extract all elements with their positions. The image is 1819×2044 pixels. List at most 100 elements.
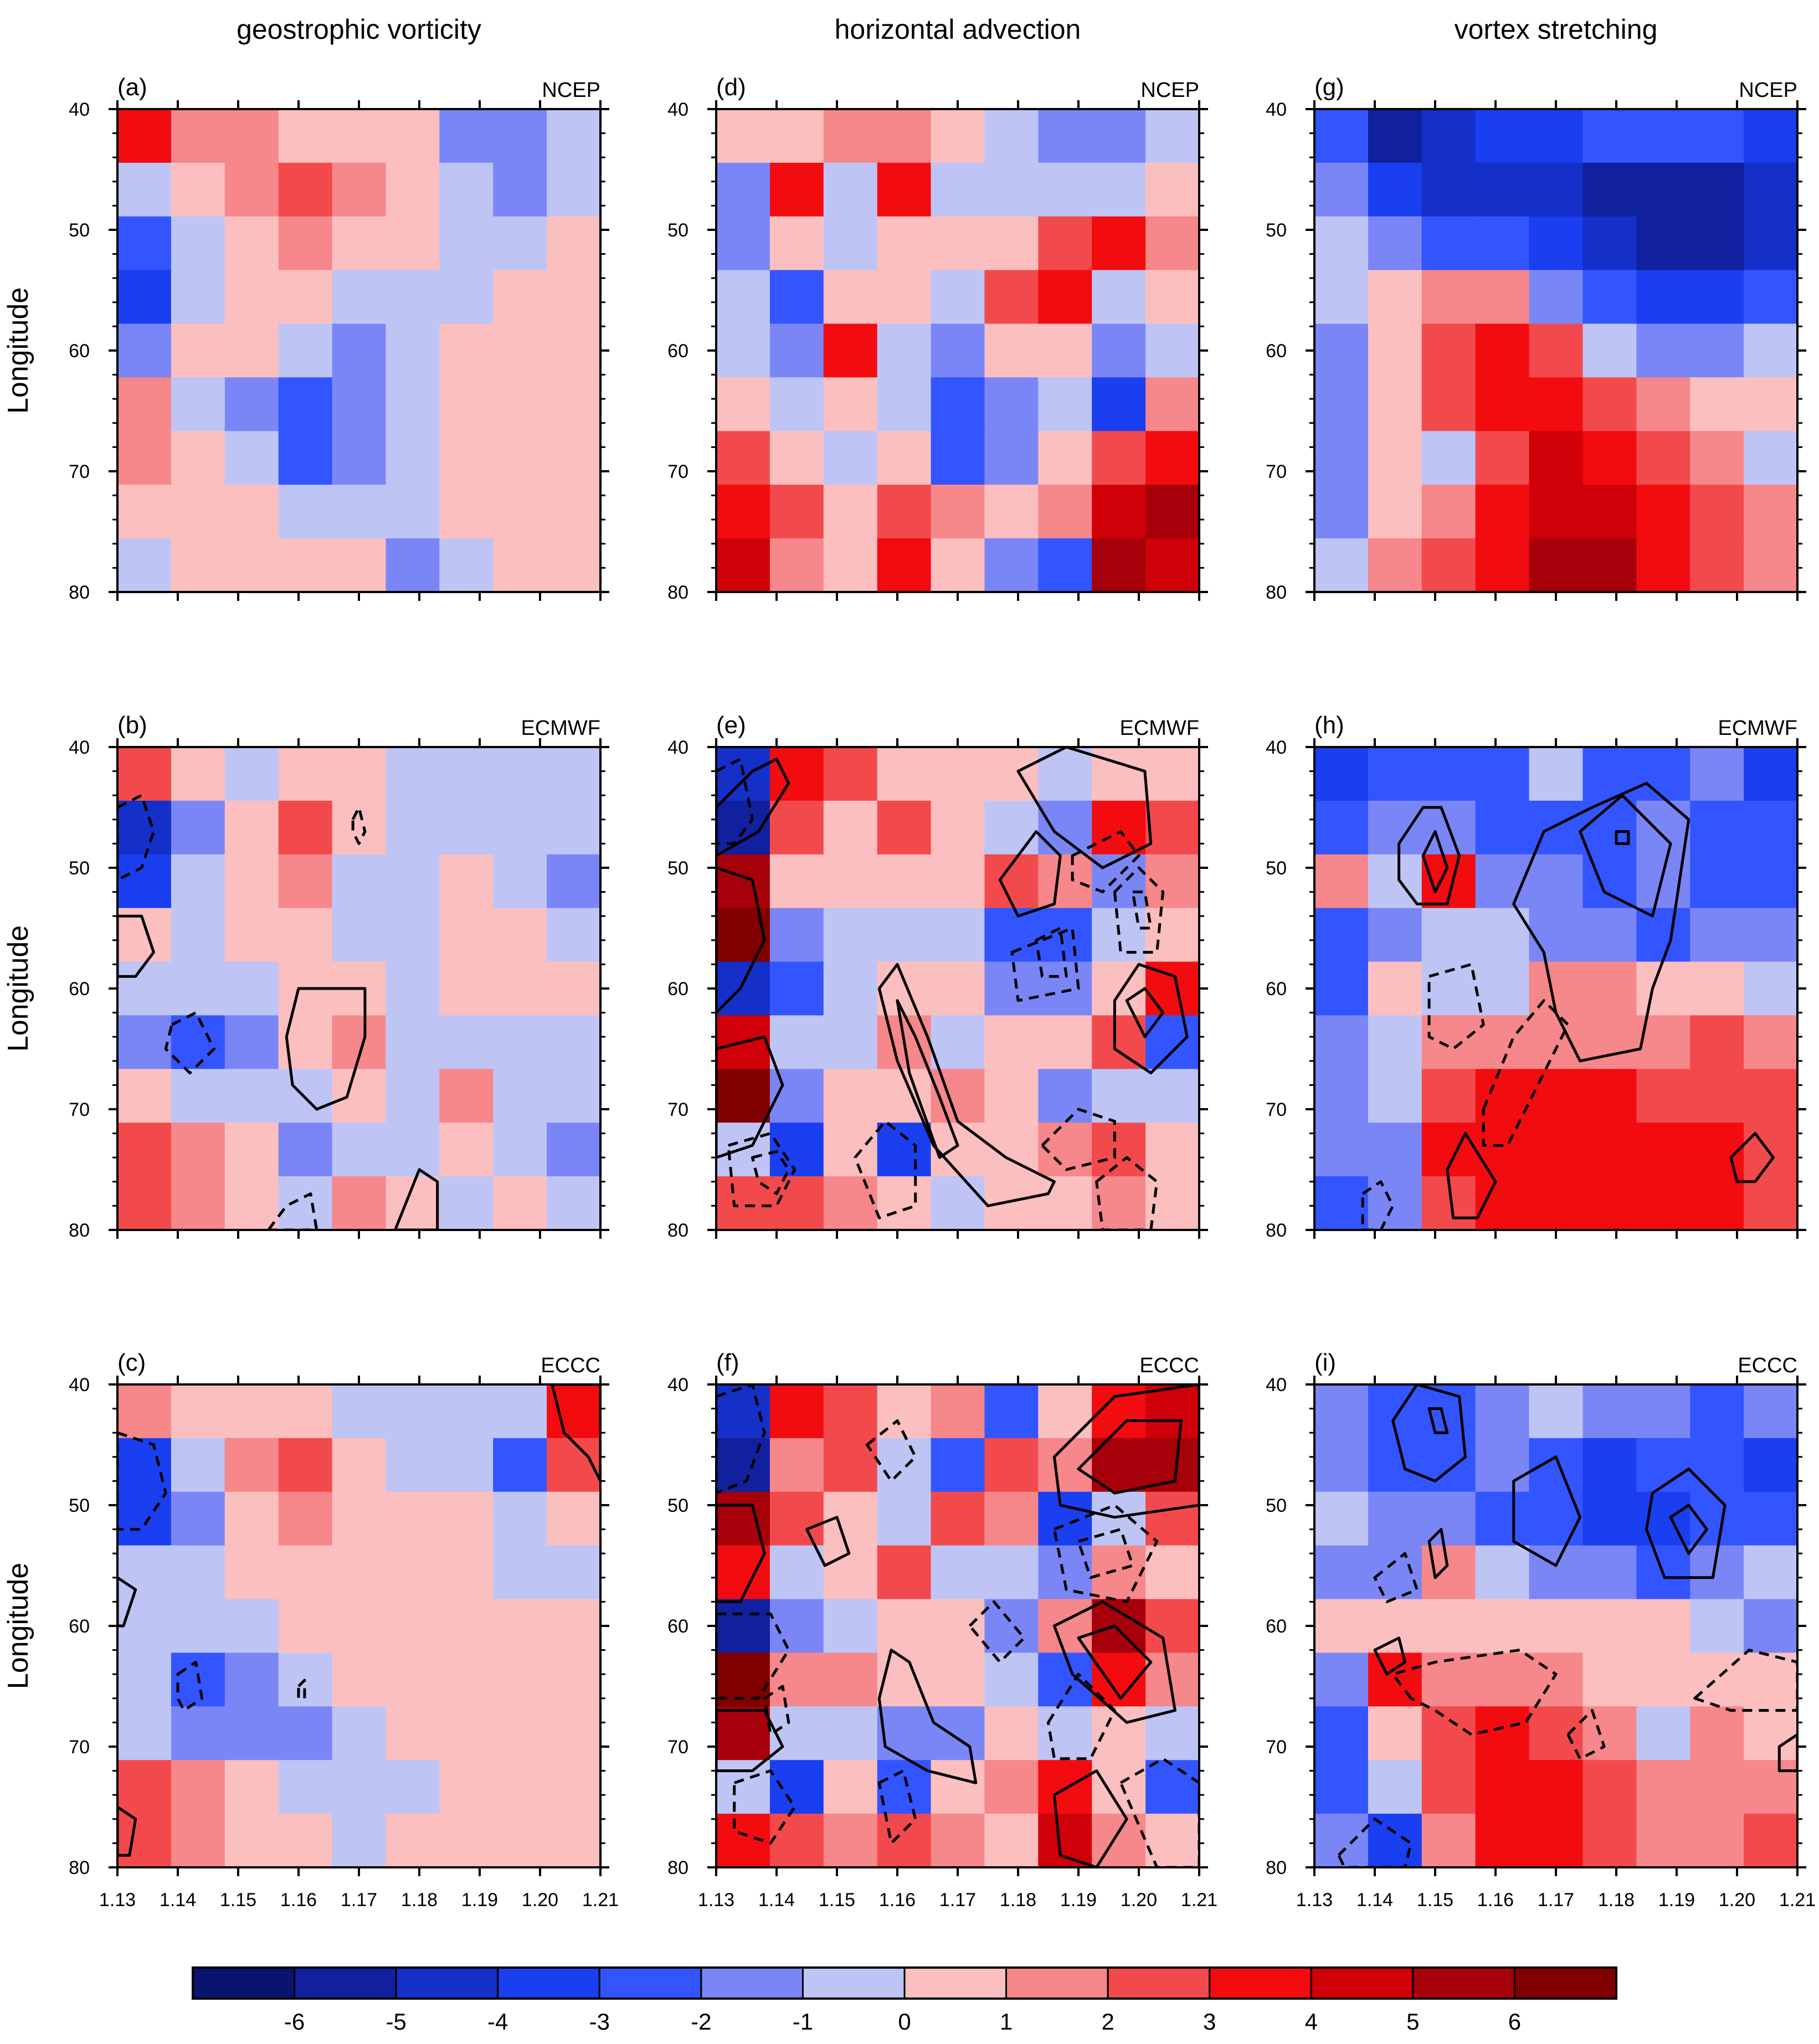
colorbar-swatch: [700, 1966, 804, 2000]
field-cell: [1475, 538, 1530, 592]
field-cell: [171, 1069, 225, 1124]
colorbar-tick-label: -1: [793, 2009, 813, 2035]
field-cell: [117, 431, 172, 486]
field-cell: [332, 854, 387, 909]
field-cell: [1368, 1599, 1422, 1654]
panels: 40 50 60 70 80 (a) NCEP Longitude 40 50 60 70 80 (b) E…: [2, 74, 1816, 1911]
field-cell: [439, 1652, 494, 1707]
field-cell: [1421, 1760, 1476, 1814]
field-cell: [1744, 1599, 1797, 1654]
colorbar-tick-label: 5: [1406, 2009, 1419, 2035]
field-cell: [1092, 538, 1146, 592]
field-cell: [117, 1652, 172, 1707]
field-cell: [1582, 1438, 1637, 1492]
field-cell: [1690, 1015, 1744, 1070]
field-cell: [769, 538, 824, 592]
field-cell: [1636, 747, 1691, 801]
field-cell: [1636, 1814, 1691, 1867]
field-cells: [1314, 1384, 1797, 1867]
field-cell: [386, 485, 440, 539]
contour-lines: [1361, 781, 1775, 1230]
field-cell: [1145, 323, 1199, 378]
y-tick-label: 70: [69, 1737, 90, 1758]
column-titles: geostrophic vorticity horizontal advectio…: [237, 14, 1657, 45]
contour-positive: [1512, 1455, 1582, 1567]
field-cell: [332, 747, 387, 801]
field-cell: [931, 1491, 985, 1546]
field-cell: [1145, 1760, 1199, 1814]
field-cell: [332, 1069, 387, 1124]
field-cell: [547, 800, 600, 855]
field-cell: [547, 1814, 600, 1867]
y-tick-label: 70: [667, 461, 688, 482]
field-cell: [117, 1176, 172, 1230]
field-cell: [1582, 1652, 1637, 1707]
field-cell: [1092, 485, 1146, 539]
colorbar-swatch: [1310, 1966, 1414, 2000]
y-tick-label: 50: [69, 1495, 90, 1516]
field-cell: [171, 485, 225, 539]
field-cell: [224, 747, 279, 801]
field-cell: [1314, 1384, 1369, 1439]
panel-dataset: NCEP: [1140, 79, 1199, 102]
field-cell: [493, 800, 547, 855]
field-cell: [1368, 1760, 1422, 1814]
contour-negative: [1052, 1504, 1159, 1603]
field-cell: [1529, 323, 1584, 378]
field-cell: [439, 1760, 494, 1814]
field-cell: [439, 1176, 494, 1230]
colorbar-frame: [192, 1966, 1617, 2000]
field-cell: [1582, 377, 1637, 432]
contour-lines: [1337, 1384, 1797, 1867]
field-cell: [386, 1545, 440, 1600]
field-cell: [1421, 1599, 1476, 1654]
x-tick-label: 1.18: [1000, 1889, 1036, 1911]
field-cell: [931, 485, 985, 539]
x-tick-label: 1.20: [522, 1889, 558, 1911]
field-cell: [877, 109, 932, 163]
field-cell: [716, 485, 770, 539]
field-cell: [1475, 323, 1530, 378]
field-cell: [1092, 1123, 1146, 1177]
field-cell: [1636, 1438, 1691, 1492]
field-cell: [547, 1760, 600, 1814]
contour-positive: [896, 999, 959, 1159]
field-cell: [493, 109, 547, 163]
colorbar-swatch: [598, 1966, 702, 2000]
field-cell: [1421, 538, 1476, 592]
colorbar-tick-label: 1: [1000, 2009, 1013, 2035]
y-tick-label: 70: [667, 1099, 688, 1120]
field-cell: [1145, 270, 1199, 325]
field-cell: [171, 1706, 225, 1761]
field-cell: [1690, 109, 1744, 163]
field-cell: [769, 1491, 824, 1546]
field-cell: [547, 216, 600, 271]
field-cell: [386, 1123, 440, 1177]
y-tick-label: 50: [1266, 220, 1287, 241]
field-cell: [716, 162, 770, 217]
field-cell: [224, 109, 279, 163]
field-cell: [439, 1123, 494, 1177]
field-cell: [439, 485, 494, 539]
field-cell: [1038, 1814, 1093, 1867]
field-cell: [1529, 854, 1584, 909]
colorbar-swatch: [395, 1966, 499, 2000]
field-cell: [1636, 1652, 1691, 1707]
field-cell: [278, 377, 333, 432]
colorbar-tick-label: 4: [1305, 2009, 1318, 2035]
field-cell: [769, 323, 824, 378]
field-cell: [547, 1545, 600, 1600]
field-cell: [931, 1176, 985, 1230]
y-tick-label: 80: [69, 582, 90, 603]
field-cell: [1690, 854, 1744, 909]
y-axis-label: Longitude: [2, 1563, 34, 1689]
field-cell: [1092, 323, 1146, 378]
field-cell: [823, 1123, 878, 1177]
field-cell: [1475, 1706, 1530, 1761]
field-cell: [931, 270, 985, 325]
field-cell: [1314, 961, 1369, 1016]
field-cell: [1582, 1069, 1637, 1124]
x-tick-label: 1.16: [280, 1889, 317, 1911]
field-cell: [823, 1545, 878, 1600]
field-cell: [117, 1438, 172, 1492]
